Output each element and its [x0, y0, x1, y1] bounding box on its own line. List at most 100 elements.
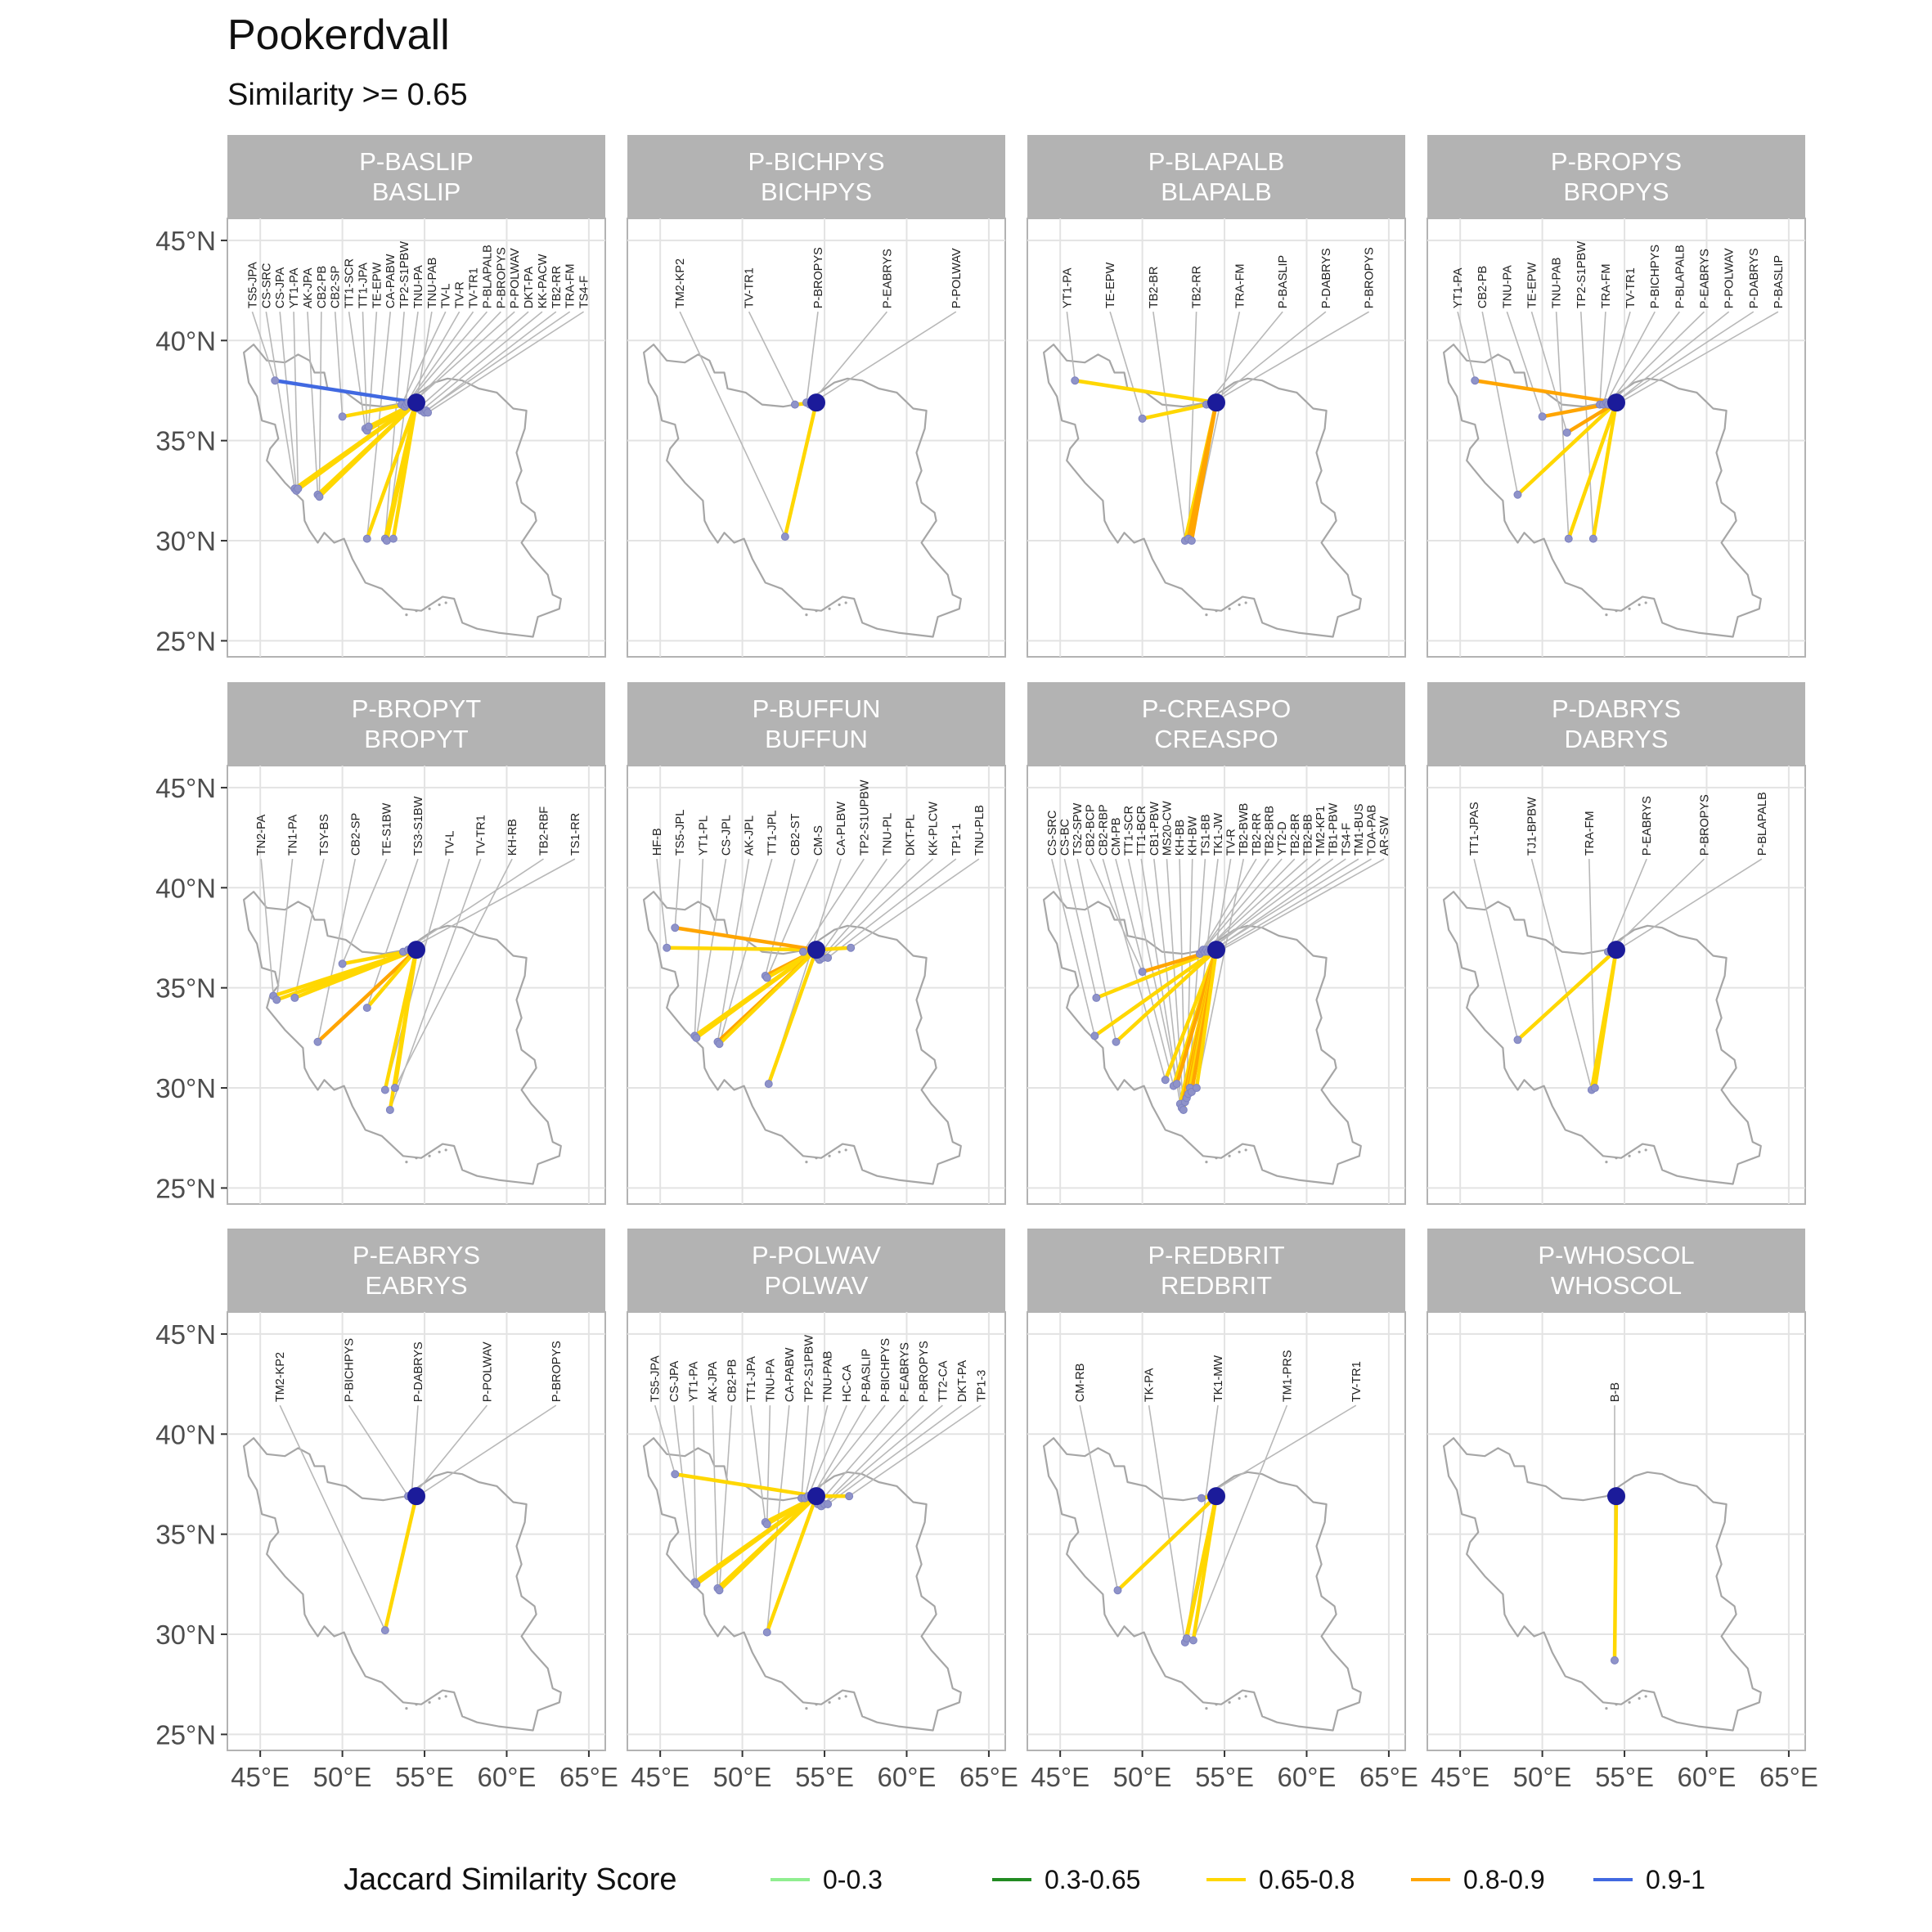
- y-tick-label: 45°N: [155, 226, 216, 256]
- site-label: TP1-3: [975, 1370, 988, 1403]
- focal-site-point: [1207, 1487, 1225, 1506]
- label-leader-line: [1602, 311, 1631, 405]
- country-outline: [643, 1437, 962, 1732]
- similarity-link: [1516, 947, 1619, 1042]
- label-leader-line: [1152, 312, 1186, 541]
- label-leader-line: [1506, 311, 1543, 417]
- site-label: TS4-F: [578, 276, 591, 308]
- site-point: [1112, 1037, 1121, 1046]
- label-leader-line: [1207, 858, 1321, 953]
- site-label: TK1-JW: [1212, 812, 1225, 856]
- island-mark: [828, 1154, 831, 1157]
- y-tick-label: 35°N: [155, 1520, 216, 1550]
- site-label: TE-EPW: [1526, 262, 1539, 308]
- site-point: [1192, 1084, 1201, 1093]
- site-label: TS1-RR: [569, 813, 582, 856]
- label-leader-line: [1186, 1405, 1219, 1639]
- site-label: YT1-PA: [688, 1361, 701, 1402]
- label-leader-line: [1555, 312, 1570, 539]
- label-leader-line: [425, 311, 571, 411]
- site-point: [338, 412, 347, 421]
- site-label: P-BLAPALB: [481, 245, 494, 308]
- island-mark: [1205, 613, 1208, 617]
- label-leader-line: [407, 858, 576, 950]
- site-label: KH-RB: [506, 819, 519, 856]
- label-leader-line: [265, 312, 296, 489]
- y-tick-label: 40°N: [155, 873, 216, 903]
- x-tick-label: 60°E: [478, 1762, 537, 1792]
- similarity-link: [293, 947, 419, 1000]
- site-point: [364, 422, 373, 431]
- site-label: CM-PB: [1110, 817, 1123, 856]
- focal-site-point: [807, 941, 825, 959]
- label-leader-line: [1615, 311, 1779, 406]
- y-tick-label: 25°N: [155, 626, 216, 656]
- site-label: CM-RB: [1074, 1364, 1087, 1403]
- similarity-link: [383, 1494, 419, 1633]
- label-leader-line: [384, 858, 451, 1090]
- site-label: P-BROPYS: [495, 247, 508, 308]
- site-label: YT1-PA: [288, 267, 301, 308]
- island-mark: [1228, 1701, 1231, 1704]
- site-label: CB2-BCP: [1085, 804, 1098, 856]
- site-point: [271, 376, 280, 385]
- site-label: TM2-KP2: [274, 1352, 287, 1402]
- legend: Jaccard Similarity Score 0-0.3 0.3-0.65 0.…: [344, 1862, 1705, 1897]
- similarity-link: [1189, 400, 1219, 543]
- y-tick-label: 40°N: [155, 1419, 216, 1449]
- facet-strip-label-1: P-BUFFUN: [753, 694, 881, 723]
- island-mark: [1238, 1696, 1241, 1700]
- similarity-link: [393, 947, 419, 1090]
- label-leader-line: [1089, 858, 1143, 973]
- site-label: KK-PLCW: [928, 802, 941, 856]
- label-leader-line: [824, 1404, 943, 1505]
- label-leader-line: [404, 311, 461, 407]
- y-tick-label: 30°N: [155, 1073, 216, 1103]
- site-point: [824, 953, 833, 962]
- facet-strip-label-2: BROPYT: [364, 725, 469, 753]
- site-point: [1538, 412, 1547, 421]
- facet-strip-label-2: DABRYS: [1565, 725, 1669, 753]
- facet-strip: [227, 682, 605, 766]
- x-tick-label: 60°E: [1278, 1762, 1337, 1792]
- similarity-link: [1116, 1494, 1219, 1593]
- site-point: [362, 534, 371, 543]
- site-point: [1513, 490, 1522, 499]
- similarity-link: [1114, 947, 1219, 1045]
- facet-strip: [1427, 135, 1805, 218]
- site-label: P-EABRYS: [1641, 796, 1654, 856]
- country-outline: [1043, 344, 1362, 638]
- facet-strip: [1027, 682, 1405, 766]
- label-leader-line: [1607, 311, 1680, 406]
- similarity-link: [316, 947, 419, 1045]
- site-label: TP2-S1UPBW: [858, 780, 871, 856]
- site-label: KH-BB: [1174, 820, 1187, 856]
- x-tick-label: 60°E: [1678, 1762, 1737, 1792]
- facet-strip-label-1: P-BASLIP: [359, 147, 474, 176]
- site-point: [380, 1626, 389, 1635]
- site-point: [1197, 1494, 1206, 1503]
- site-label: CS-SRC: [1046, 811, 1059, 856]
- label-leader-line: [1614, 858, 1763, 953]
- site-point: [1172, 1080, 1181, 1089]
- site-point: [1588, 534, 1597, 543]
- label-leader-line: [1076, 858, 1117, 1042]
- island-mark: [1628, 607, 1631, 610]
- island-mark: [438, 1150, 441, 1153]
- site-label: TT1-JPL: [766, 811, 780, 856]
- site-label: TV-R: [1225, 829, 1238, 856]
- label-leader-line: [406, 311, 474, 406]
- panel-background: [1027, 1311, 1406, 1751]
- site-point: [762, 973, 771, 982]
- island-mark: [428, 607, 431, 610]
- panel-background: [1427, 218, 1806, 658]
- site-point: [762, 1520, 771, 1529]
- facet-strip: [1427, 682, 1805, 766]
- label-leader-line: [1212, 311, 1370, 403]
- similarity-link: [717, 1494, 819, 1593]
- label-leader-line: [260, 859, 275, 996]
- site-label: TE-S1BW: [381, 802, 394, 856]
- site-point: [1092, 993, 1101, 1002]
- site-label: TT1-BCR: [1135, 806, 1148, 856]
